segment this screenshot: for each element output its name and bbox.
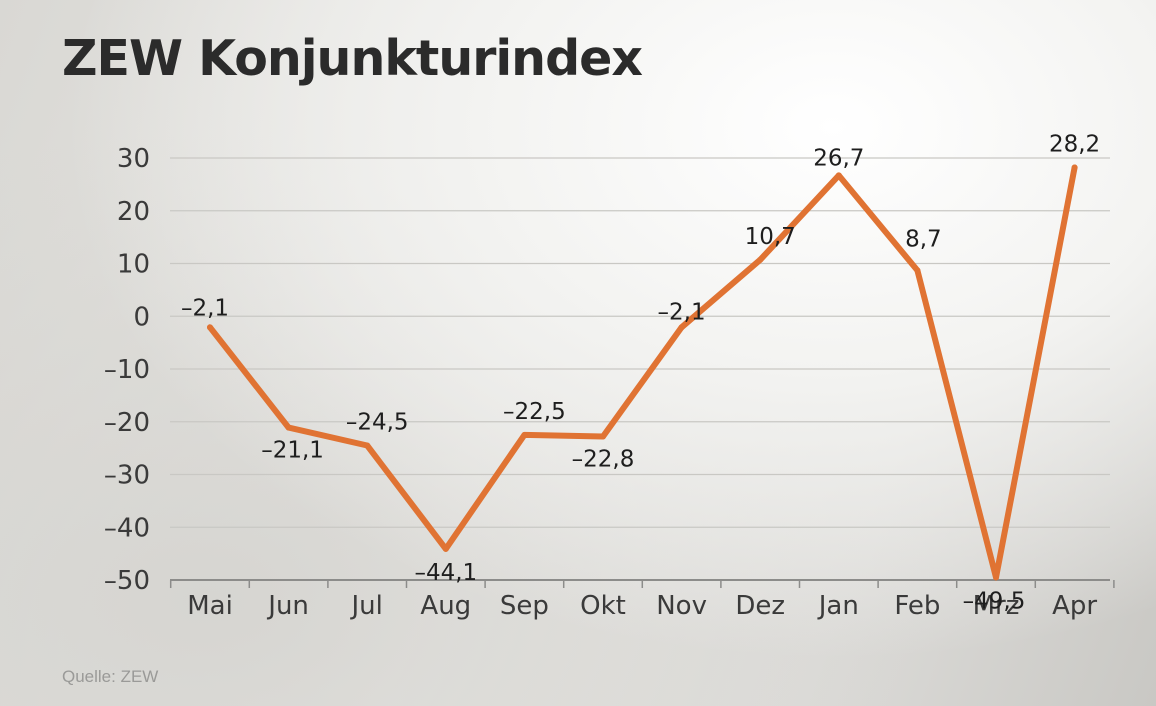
data-point bbox=[835, 172, 842, 179]
series-line-group bbox=[207, 164, 1078, 581]
data-label: –2,1 bbox=[658, 299, 706, 325]
x-tick-label: Jun bbox=[266, 591, 309, 621]
data-label: –49,5 bbox=[963, 588, 1026, 614]
data-point bbox=[600, 433, 606, 440]
y-tick-label: 10 bbox=[117, 250, 150, 280]
data-label: 10,7 bbox=[745, 224, 796, 250]
series-line bbox=[207, 164, 1078, 581]
data-point bbox=[678, 324, 685, 331]
y-tick-label: 30 bbox=[117, 144, 150, 174]
y-tick-label: –50 bbox=[104, 566, 150, 596]
data-label: –22,5 bbox=[503, 399, 566, 425]
data-label: –21,1 bbox=[261, 438, 324, 464]
x-tick-label: Jan bbox=[817, 591, 859, 621]
data-label: –44,1 bbox=[414, 560, 477, 586]
x-tick-label: Mai bbox=[187, 591, 233, 621]
gridlines bbox=[170, 157, 1110, 528]
x-tick-label: Sep bbox=[500, 591, 549, 621]
data-label: –24,5 bbox=[346, 409, 409, 435]
x-tick-label: Apr bbox=[1052, 591, 1097, 621]
y-tick-label: –10 bbox=[104, 355, 150, 385]
x-tick-label: Feb bbox=[894, 591, 940, 621]
y-tick-label: 0 bbox=[133, 302, 150, 332]
x-tick-label: Nov bbox=[656, 591, 707, 621]
x-tick-label: Dez bbox=[735, 591, 785, 621]
data-label: 8,7 bbox=[905, 226, 942, 252]
y-tick-label: –20 bbox=[104, 408, 150, 438]
y-tick-label: –30 bbox=[104, 461, 150, 491]
data-label: –22,8 bbox=[572, 447, 635, 473]
data-label: 28,2 bbox=[1049, 131, 1100, 157]
data-point bbox=[1071, 164, 1078, 171]
data-point bbox=[285, 424, 292, 431]
data-point bbox=[364, 442, 371, 449]
y-tick-label: 20 bbox=[117, 197, 150, 227]
y-axis-ticks: 30 20 10 0 –10 –20 –30 –40 –50 bbox=[104, 144, 150, 596]
data-point bbox=[914, 267, 921, 274]
data-labels: –2,1 –21,1 –24,5 –44,1 –22,5–22,8 –2,1 10,7 26,… bbox=[181, 131, 1100, 614]
y-tick-label: –40 bbox=[104, 513, 150, 543]
x-tick-label: Jul bbox=[350, 591, 383, 621]
data-point bbox=[521, 431, 528, 438]
x-tick-label: Okt bbox=[580, 591, 626, 621]
data-point bbox=[993, 574, 999, 581]
data-label: 26,7 bbox=[813, 145, 864, 171]
x-tick-label: Mrz bbox=[973, 591, 1020, 621]
data-point bbox=[442, 545, 449, 552]
x-axis: Mai Jun Jul Aug Sep Okt Nov Dez Jan Feb Mrz Apr bbox=[169, 579, 1115, 621]
chart-title: ZEW Konjunkturindex bbox=[62, 30, 643, 87]
data-point bbox=[207, 324, 213, 331]
data-point bbox=[757, 256, 764, 263]
x-tick-label: Aug bbox=[420, 591, 471, 621]
source-note: Quelle: ZEW bbox=[62, 667, 159, 686]
data-label: –2,1 bbox=[181, 295, 229, 321]
